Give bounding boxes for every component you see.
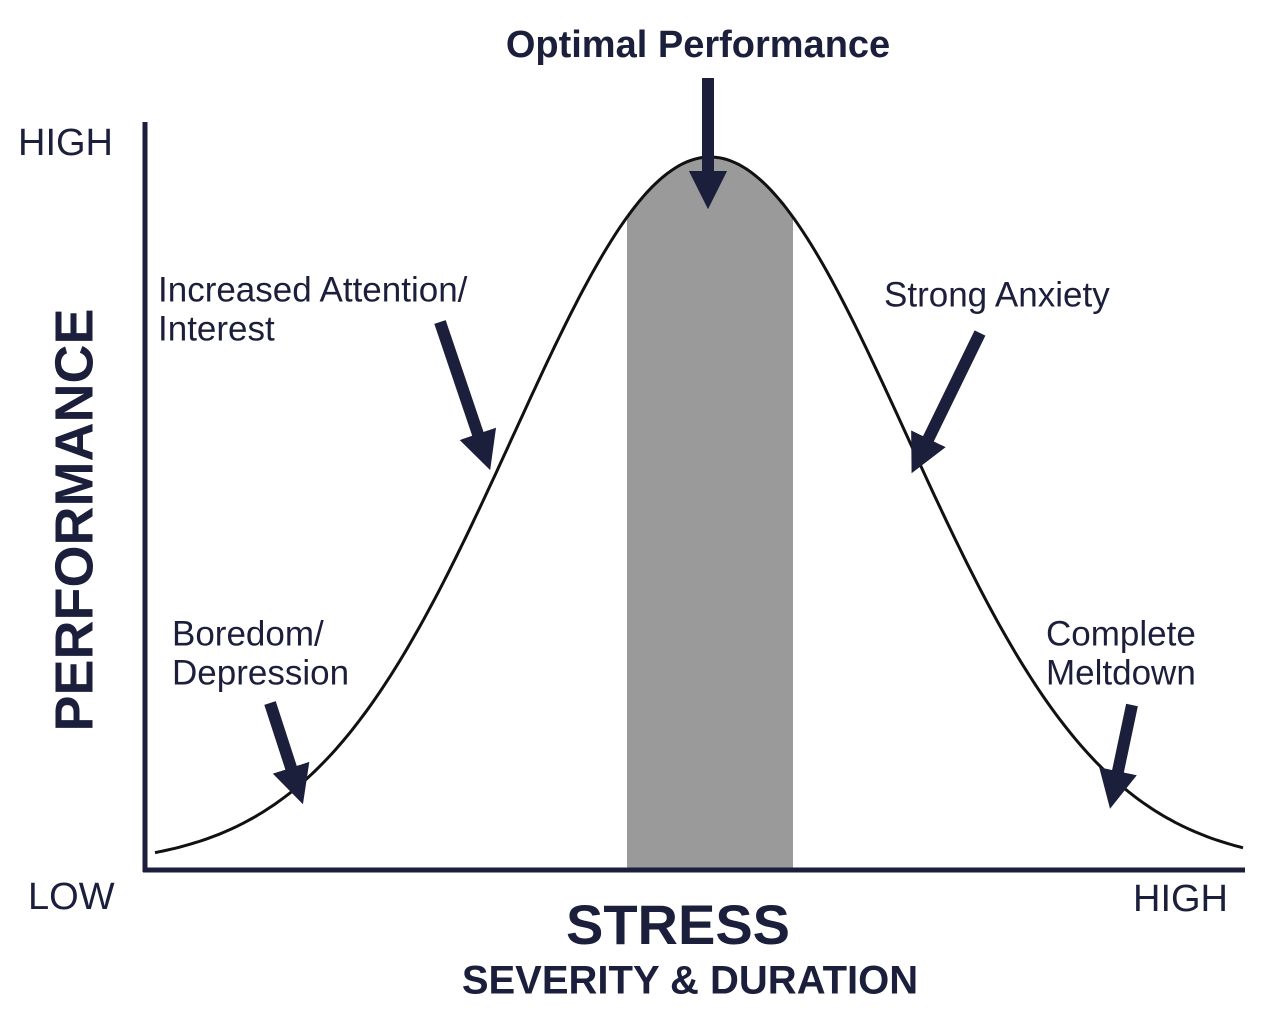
x-axis-title: STRESS bbox=[566, 893, 790, 956]
annotation: Increased Attention/ bbox=[158, 270, 468, 309]
y-low-label: LOW bbox=[28, 876, 115, 918]
arrow bbox=[264, 701, 310, 805]
arrow bbox=[911, 330, 986, 474]
annotation: Interest bbox=[158, 309, 275, 348]
arrow bbox=[1099, 703, 1138, 809]
annotation: Meltdown bbox=[1046, 653, 1196, 692]
arrow bbox=[434, 320, 497, 471]
annotation: Complete bbox=[1046, 614, 1196, 653]
annotation: Boredom/ bbox=[172, 614, 324, 653]
y-high-label: HIGH bbox=[18, 122, 113, 164]
annotation: Strong Anxiety bbox=[884, 275, 1110, 314]
x-high-label: HIGH bbox=[1133, 878, 1228, 920]
annotation: Depression bbox=[172, 653, 349, 692]
optimal-zone bbox=[627, 157, 793, 870]
x-axis-subtitle: SEVERITY & DURATION bbox=[462, 959, 918, 1003]
title: Optimal Performance bbox=[506, 24, 890, 66]
y-axis-title: PERFORMANCE bbox=[44, 308, 104, 731]
performance-curve bbox=[154, 155, 1244, 855]
